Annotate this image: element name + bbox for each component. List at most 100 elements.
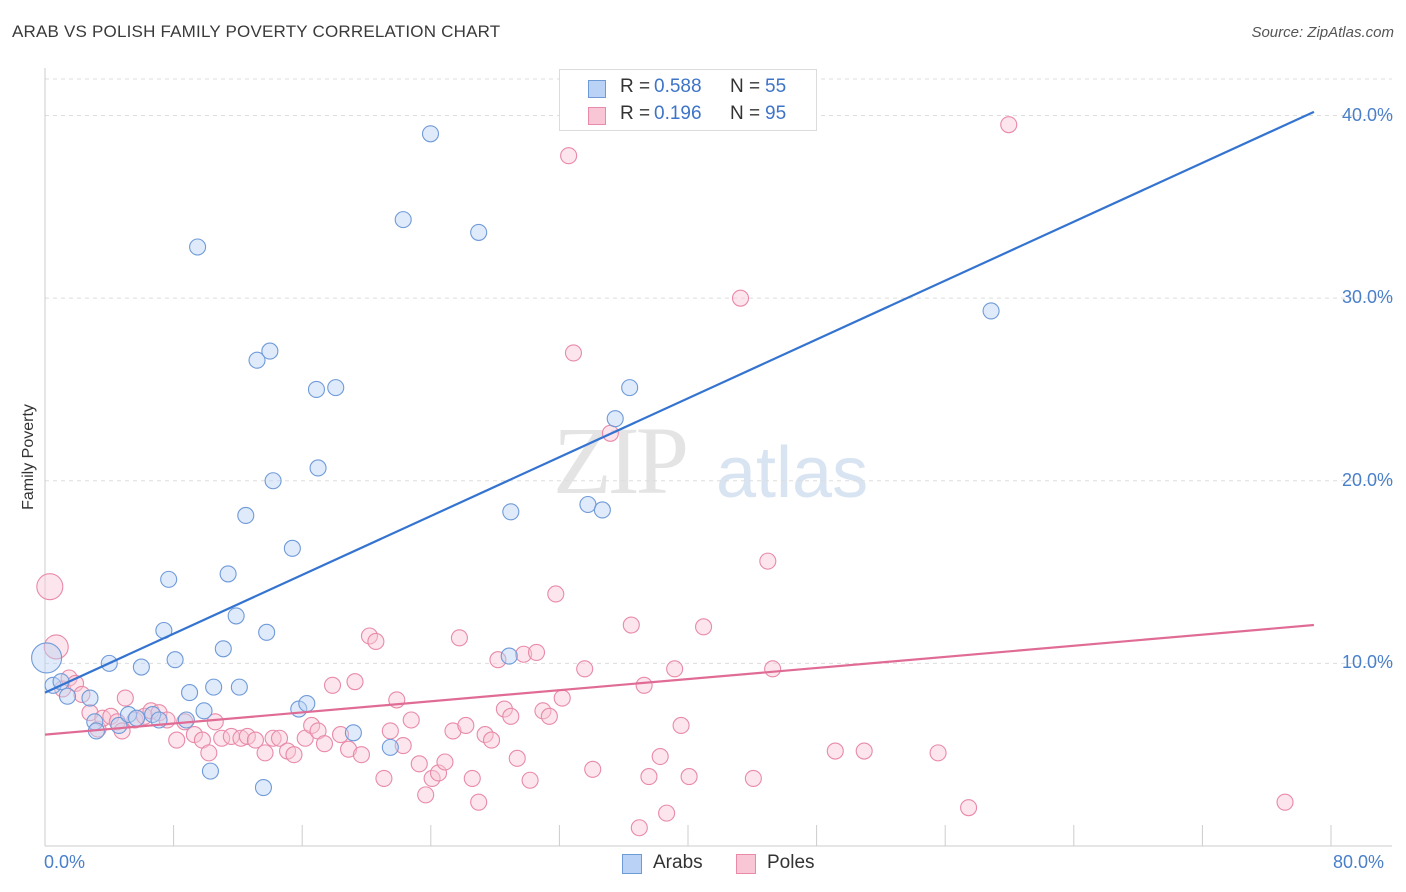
poles-trend-line [44, 623, 1315, 736]
arabs-point [502, 503, 520, 521]
poles-point [630, 819, 648, 837]
poles-point [417, 786, 435, 804]
poles-point [36, 573, 64, 601]
poles-point [1276, 793, 1294, 811]
poles-point [731, 289, 750, 307]
poles-point [463, 769, 481, 787]
poles-point [560, 147, 578, 165]
poles-point [238, 727, 256, 745]
arabs-point [258, 623, 276, 641]
poles-point [680, 768, 698, 786]
arabs-point [214, 640, 232, 658]
poles-point [323, 676, 342, 694]
arabs-point [189, 238, 207, 256]
arabs-point [132, 658, 150, 676]
poles-point [640, 768, 658, 786]
y-tick-label: 40.0% [1341, 104, 1393, 125]
poles-point [206, 713, 224, 731]
arabs-point [309, 459, 327, 477]
arabs-point [344, 724, 362, 742]
arabs-point [421, 125, 440, 143]
arabs-point [264, 472, 282, 490]
poles-n-value: 95 [765, 103, 787, 124]
poles-point [658, 804, 676, 822]
arabs-point [500, 647, 518, 665]
y-tick-label: 30.0% [1341, 287, 1393, 308]
arabs-r-label: R = [620, 76, 651, 97]
poles-point [444, 722, 462, 740]
poles-point [450, 629, 468, 647]
arabs-n-label: N = [730, 76, 761, 97]
poles-point [584, 760, 602, 778]
arabs-point [606, 410, 624, 428]
arabs-point [58, 687, 77, 705]
arabs-point [982, 302, 1000, 320]
poles-point [489, 651, 507, 669]
poles-point [527, 643, 546, 661]
poles-point [73, 685, 91, 703]
poles-point [826, 742, 844, 760]
poles-r-value: 0.196 [654, 103, 702, 124]
arabs-point [205, 678, 223, 696]
arabs-point [227, 607, 245, 625]
poles-point [246, 731, 264, 749]
arabs-point [181, 684, 199, 702]
poles-point [81, 704, 99, 722]
poles-point [346, 673, 364, 691]
arabs-point [254, 779, 273, 797]
poles-point [381, 722, 399, 740]
poles-point [256, 744, 274, 762]
arabs-swatch [588, 80, 606, 98]
legend-arabs-swatch [622, 854, 642, 874]
poles-point [695, 618, 713, 636]
arabs-point [160, 570, 178, 588]
arabs-point [283, 539, 301, 557]
poles-point [410, 755, 428, 773]
poles-point [855, 742, 873, 760]
poles-point [635, 676, 653, 694]
arabs-point [298, 695, 316, 713]
source-credit: Source: ZipAtlas.com [1251, 24, 1394, 41]
poles-point [672, 716, 690, 735]
arabs-n-value: 55 [765, 76, 787, 97]
arabs-point [219, 565, 237, 583]
poles-swatch [588, 107, 606, 125]
poles-point [764, 660, 782, 678]
poles-point [576, 660, 594, 678]
poles-point [352, 746, 370, 764]
poles-point [744, 769, 762, 787]
arabs-point [593, 501, 611, 519]
arabs-point [128, 709, 146, 727]
legend-arabs-label: Arabs [653, 852, 703, 873]
poles-point [547, 585, 565, 603]
poles-point [1000, 116, 1018, 134]
poles-point [457, 716, 475, 735]
poles-point [960, 799, 978, 817]
poles-point [540, 707, 558, 725]
arabs-point [81, 689, 99, 707]
poles-point [340, 740, 358, 758]
poles-point [515, 645, 533, 663]
poles-point [270, 729, 289, 747]
arabs-point [307, 380, 326, 399]
arabs-point [327, 379, 345, 397]
poles-point [564, 344, 583, 362]
poles-point [200, 744, 218, 762]
poles-point [315, 735, 334, 753]
x-tick-max: 80.0% [1333, 852, 1385, 872]
arabs-r-value: 0.588 [654, 76, 702, 97]
poles-point [482, 731, 501, 749]
arabs-point [166, 651, 184, 669]
poles-point [651, 747, 669, 766]
poles-point [521, 771, 539, 789]
y-tick-label: 20.0% [1341, 469, 1393, 490]
arabs-point [195, 702, 213, 720]
poles-point [168, 731, 186, 749]
poles-point [116, 689, 134, 707]
arabs-point [119, 705, 138, 724]
arabs-point [230, 678, 248, 696]
poles-point [402, 711, 420, 729]
poles-point [508, 749, 526, 767]
stats-legend: R = 0.588 N = 55 R = 0.196 N = 95 [559, 69, 817, 131]
